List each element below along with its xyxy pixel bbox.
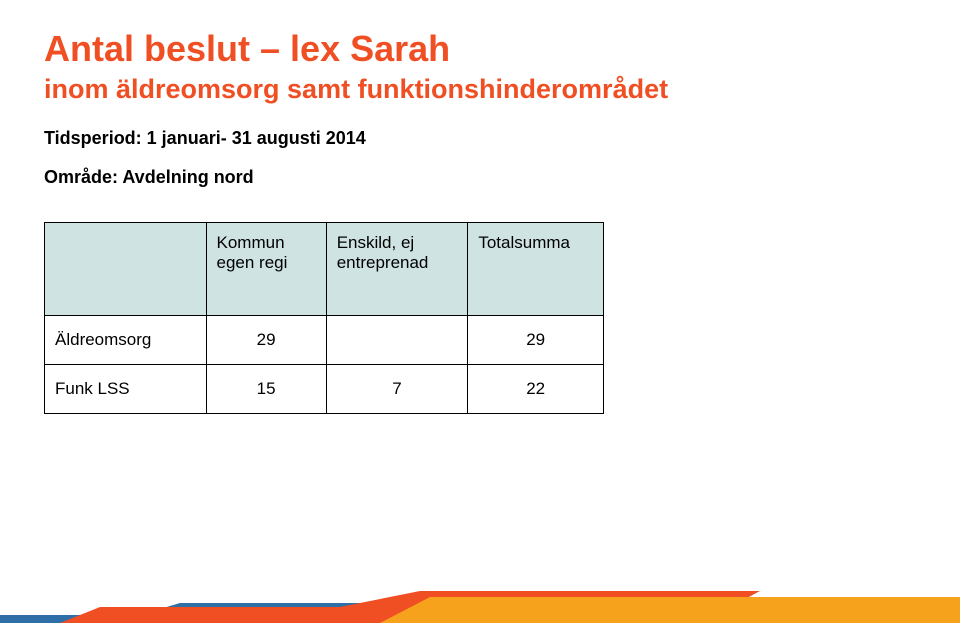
footer-bar-blue [0,603,420,623]
row-cell: 29 [206,315,326,364]
row-label: Äldreomsorg [45,315,207,364]
row-label: Funk LSS [45,364,207,413]
data-table: Kommun egen regi Enskild, ej entreprenad… [44,222,604,414]
row-cell: 29 [468,315,604,364]
page-subtitle: inom äldreomsorg samt funktionshinderomr… [44,73,916,105]
table-row: Äldreomsorg 29 29 [45,315,604,364]
row-cell [326,315,468,364]
area-line: Område: Avdelning nord [44,167,916,188]
row-cell: 22 [468,364,604,413]
table-header-total: Totalsumma [468,222,604,315]
table-header-blank [45,222,207,315]
table-header-enskild: Enskild, ej entreprenad [326,222,468,315]
row-cell: 15 [206,364,326,413]
table-header-kommun: Kommun egen regi [206,222,326,315]
footer-bar-yellow [380,597,960,623]
footer-decoration [0,591,960,623]
table-header-row: Kommun egen regi Enskild, ej entreprenad… [45,222,604,315]
period-line: Tidsperiod: 1 januari- 31 augusti 2014 [44,128,916,149]
row-cell: 7 [326,364,468,413]
footer-bar-orange [60,591,760,623]
page-title: Antal beslut – lex Sarah [44,28,916,69]
table-row: Funk LSS 15 7 22 [45,364,604,413]
